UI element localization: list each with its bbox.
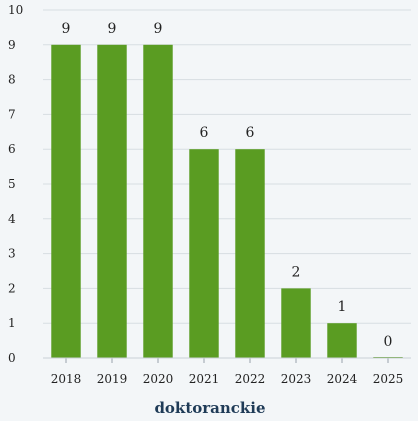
x-tick-label-2018: 2018: [51, 372, 82, 386]
y-tick-label: 8: [8, 73, 16, 87]
data-label-2021: 6: [200, 125, 209, 141]
x-tick-label-2022: 2022: [235, 372, 266, 386]
bar-2023[interactable]: [281, 288, 311, 358]
y-tick-label: 3: [8, 247, 16, 261]
y-tick-label: 1: [8, 316, 16, 330]
data-label-2024: 1: [338, 299, 347, 315]
x-axis-title: doktoranckie: [154, 399, 265, 417]
bar-2022[interactable]: [235, 149, 265, 358]
y-tick-label: 2: [8, 281, 16, 295]
x-tick-label-2021: 2021: [189, 372, 220, 386]
y-tick-label: 4: [8, 212, 16, 226]
y-axis: 0 1 2 3 4 5 6 7 8 9 10: [8, 3, 23, 365]
data-label-2025: 0: [384, 334, 393, 350]
x-tick-label-2020: 2020: [143, 372, 174, 386]
data-label-2022: 6: [246, 125, 255, 141]
bar-2024[interactable]: [327, 323, 357, 358]
data-label-2020: 9: [154, 21, 163, 37]
bar-2020[interactable]: [143, 44, 173, 359]
x-tick-label-2024: 2024: [327, 372, 358, 386]
y-tick-label: 5: [8, 177, 16, 191]
x-tick-label-2025: 2025: [373, 372, 404, 386]
y-tick-label: 10: [8, 3, 23, 17]
x-axis: 2018 2019 2020 2021 2022 2023 2024 2025: [43, 357, 411, 386]
bar-2021[interactable]: [189, 149, 219, 358]
bars: [51, 44, 403, 359]
x-tick-label-2023: 2023: [281, 372, 312, 386]
y-tick-label: 0: [8, 351, 16, 365]
data-label-2018: 9: [62, 21, 71, 37]
y-tick-label: 7: [8, 107, 16, 121]
bar-2019[interactable]: [97, 44, 127, 359]
data-label-2019: 9: [108, 21, 117, 37]
bar-2018[interactable]: [51, 44, 81, 359]
y-tick-label: 6: [8, 142, 16, 156]
x-tick-label-2019: 2019: [97, 372, 128, 386]
data-labels: 9 9 9 6 6 2 1 0: [62, 21, 393, 350]
y-tick-label: 9: [8, 38, 16, 52]
data-label-2023: 2: [292, 264, 301, 280]
